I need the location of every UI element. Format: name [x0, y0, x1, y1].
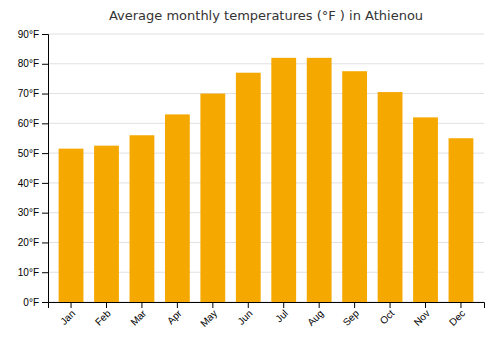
- tick-mark: [141, 302, 142, 308]
- tick-label: 10°F: [18, 267, 39, 278]
- tick-label: 90°F: [18, 29, 39, 40]
- tick: 0°F: [23, 297, 48, 308]
- tick-label: Apr: [165, 307, 184, 326]
- tick-label: 80°F: [18, 58, 39, 69]
- tick-mark: [283, 302, 284, 308]
- tick-mark: [42, 302, 48, 303]
- tick-mark: [42, 183, 48, 184]
- tick: 40°F: [18, 178, 48, 189]
- tick-mark: [42, 123, 48, 124]
- tick: May: [198, 302, 219, 329]
- tick: Oct: [378, 302, 397, 326]
- tick-label: 40°F: [18, 178, 39, 189]
- tick-mark: [177, 302, 178, 308]
- tick: 10°F: [18, 267, 48, 278]
- tick-mark: [71, 302, 72, 308]
- bar: [307, 58, 332, 302]
- tick-label: 30°F: [18, 207, 39, 218]
- tick-label: Mar: [128, 307, 148, 327]
- tick: 60°F: [18, 118, 48, 129]
- axis-line: [49, 303, 485, 309]
- tick: 80°F: [18, 58, 48, 69]
- y-axis: 0°F 10°F 20°F 30°F 40°F 50°F 60°F 70°F 80°F 90°F: [18, 29, 49, 308]
- tick: Feb: [93, 302, 113, 328]
- bars: [59, 58, 474, 302]
- bar: [59, 149, 84, 302]
- bar: [449, 138, 474, 302]
- tick-mark: [106, 302, 107, 308]
- tick-label: Aug: [305, 308, 325, 328]
- bar: [236, 73, 261, 302]
- tick-mark: [425, 302, 426, 308]
- tick-mark: [248, 302, 249, 308]
- tick: Jul: [273, 302, 290, 324]
- tick-mark: [390, 302, 391, 308]
- axis-line: [42, 35, 49, 303]
- grid-line: [48, 34, 484, 35]
- tick: Aug: [305, 302, 325, 328]
- tick-label: Jan: [58, 308, 77, 327]
- tick: 20°F: [18, 237, 48, 248]
- tick-label: Dec: [447, 308, 467, 328]
- bar: [271, 58, 296, 302]
- tick-label: Jun: [235, 308, 254, 327]
- tick: Jun: [235, 302, 254, 327]
- plot: 0°F 10°F 20°F 30°F 40°F 50°F 60°F 70°F 80°F 90°F J…: [18, 29, 485, 329]
- tick-label: 20°F: [18, 237, 39, 248]
- tick: Nov: [412, 302, 432, 328]
- grid-line: [48, 63, 484, 64]
- tick-label: 50°F: [18, 148, 39, 159]
- bar: [165, 114, 190, 302]
- tick-label: 60°F: [18, 118, 39, 129]
- tick: Dec: [447, 302, 467, 328]
- tick-label: 70°F: [18, 88, 39, 99]
- tick-mark: [460, 302, 461, 308]
- x-axis: Jan Feb Mar Apr May Jun Jul Aug Sep Oct Nov Dec: [49, 302, 485, 329]
- tick-mark: [354, 302, 355, 308]
- bar: [378, 92, 403, 302]
- tick-mark: [42, 64, 48, 65]
- tick-label: 0°F: [23, 297, 39, 308]
- bar: [94, 146, 119, 302]
- title: Average monthly temperatures (°F ) in At…: [109, 8, 423, 23]
- tick-mark: [42, 153, 48, 154]
- bar: [342, 71, 367, 302]
- tick-mark: [42, 272, 48, 273]
- tick-label: Nov: [412, 308, 432, 328]
- tick-mark: [42, 242, 48, 243]
- bar: [413, 117, 438, 302]
- tick-mark: [319, 302, 320, 308]
- tick-mark: [212, 302, 213, 308]
- tick-label: Jul: [273, 308, 290, 325]
- tick-label: Sep: [341, 307, 362, 328]
- tick: 50°F: [18, 148, 48, 159]
- grid: [48, 34, 484, 302]
- tick-mark: [42, 34, 48, 35]
- grid-line: [48, 93, 484, 94]
- tick: 30°F: [18, 207, 48, 218]
- tick: Mar: [128, 302, 148, 328]
- tick: Sep: [341, 302, 362, 328]
- tick-label: Oct: [378, 308, 397, 327]
- tick-mark: [42, 213, 48, 214]
- bar: [200, 94, 225, 302]
- tick: Jan: [58, 302, 77, 327]
- tick-label: Feb: [93, 307, 113, 327]
- tick: 90°F: [18, 29, 48, 40]
- bar: [130, 135, 155, 302]
- tick-label: May: [198, 308, 219, 329]
- tick: 70°F: [18, 88, 48, 99]
- tick: Apr: [165, 302, 184, 326]
- tick-mark: [42, 94, 48, 95]
- chart: 0°F 10°F 20°F 30°F 40°F 50°F 60°F 70°F 80°F 90°F J…: [0, 0, 500, 350]
